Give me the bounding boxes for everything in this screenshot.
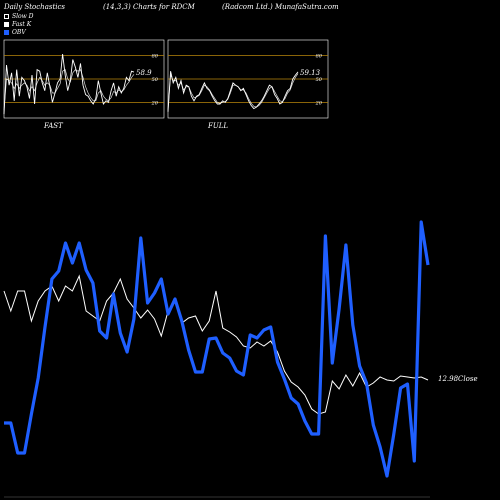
legend-swatch-fast-k <box>4 22 9 27</box>
chart-header-right: (Radcom Ltd.) MunafaSutra.com <box>222 3 339 11</box>
slow-d-line-full <box>167 73 299 111</box>
panel-title-full: FULL <box>207 122 228 130</box>
legend-label-slow-d: Slow D <box>12 13 34 20</box>
fast-k-line-full <box>167 71 299 112</box>
last-value-label-full: 59.13 <box>300 69 321 77</box>
legend-swatch-obv <box>4 30 9 35</box>
last-value-label-fast: 58.9 <box>136 69 152 77</box>
tick-label-full-80: 80 <box>316 54 323 60</box>
tick-label-full-50: 50 <box>316 77 323 83</box>
tick-label-fast-20: 20 <box>151 100 159 106</box>
legend-fast-k: Fast K <box>4 21 31 28</box>
close-price-line <box>3 274 429 415</box>
tick-label-fast-80: 80 <box>152 54 159 60</box>
panel-title-fast: FAST <box>43 122 64 130</box>
tick-label-full-20: 20 <box>315 100 323 106</box>
legend-swatch-slow-d <box>4 14 9 19</box>
tick-label-fast-50: 50 <box>152 77 159 83</box>
legend-label-fast-k: Fast K <box>12 21 32 28</box>
chart-header-left: Daily Stochastics <box>4 3 66 11</box>
obv-line <box>4 220 430 478</box>
chart-header-center: (14,3,3) Charts for RDCM <box>103 3 195 11</box>
legend-label-obv: OBV <box>12 29 26 36</box>
legend-obv: OBV <box>4 29 26 36</box>
legend-slow-d: Slow D <box>4 13 34 20</box>
slow-d-line-fast <box>3 69 135 111</box>
close-value-label: 12.98Close <box>438 375 478 383</box>
